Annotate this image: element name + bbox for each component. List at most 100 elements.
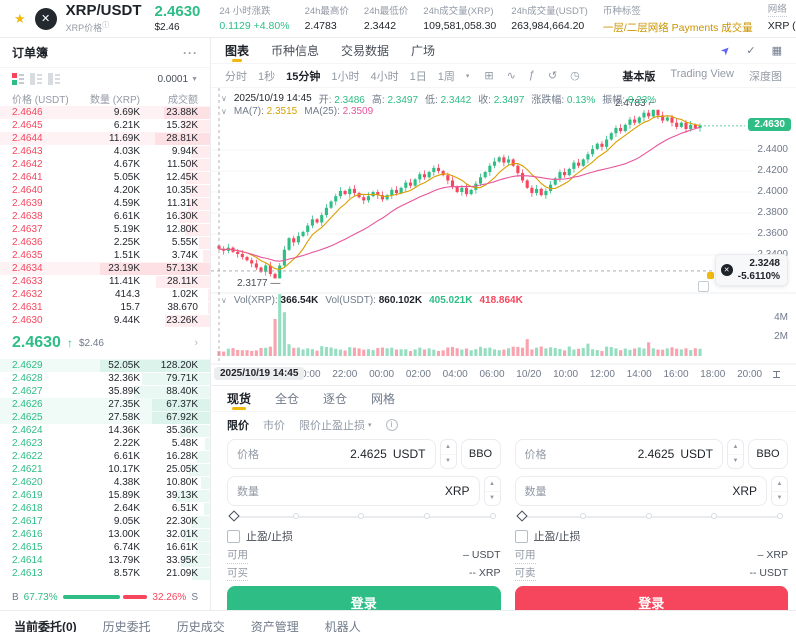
trade-tab-全仓[interactable]: 全仓 — [275, 391, 300, 406]
trade-tab-现货[interactable]: 现货 — [227, 387, 251, 411]
favorite-star-icon[interactable]: ★ — [14, 10, 26, 26]
current-price-row[interactable]: 2.4630 ↑ $2.46 › — [0, 327, 210, 359]
collapse-icon[interactable]: ∨ — [221, 296, 227, 305]
chart-tab-3[interactable]: 广场 — [411, 43, 436, 58]
bid-row[interactable]: 2.4627 35.89K 88.40K — [0, 385, 210, 398]
buy-login-button[interactable]: 登录 — [227, 586, 501, 610]
ask-row[interactable]: 2.4630 9.44K 23.26K — [0, 314, 210, 327]
bid-row[interactable]: 2.4619 15.89K 39.13K — [0, 489, 210, 502]
indicator-icon[interactable]: ƒ — [528, 69, 535, 81]
ask-row[interactable]: 2.4646 9.69K 23.88K — [0, 106, 210, 119]
timeframe-more-icon[interactable]: ▾ — [465, 72, 470, 80]
ask-row[interactable]: 2.4632 414.3 1.02K — [0, 288, 210, 301]
bottom-tab-2[interactable]: 历史成交 — [176, 620, 225, 632]
bid-row[interactable]: 2.4621 10.17K 25.05K — [0, 463, 210, 476]
order-type-0[interactable]: 限价 — [227, 419, 249, 432]
sell-bbo-button[interactable]: BBO — [748, 439, 788, 469]
bottom-tab-3[interactable]: 资产管理 — [250, 620, 299, 632]
view-bids-icon[interactable] — [30, 73, 42, 85]
ask-row[interactable]: 2.4635 1.51K 3.74K — [0, 249, 210, 262]
ask-row[interactable]: 2.4645 6.21K 15.32K — [0, 119, 210, 132]
view-both-icon[interactable] — [12, 73, 24, 85]
sell-price-stepper[interactable]: ▲ ▼ — [727, 439, 744, 469]
buy-price-input[interactable]: 价格 2.4625 USDT — [227, 439, 436, 469]
ask-row[interactable]: 2.4642 4.67K 11.50K — [0, 158, 210, 171]
order-type-1[interactable]: 市价 — [263, 419, 285, 432]
trade-tab-网格[interactable]: 网格 — [371, 391, 396, 406]
bid-row[interactable]: 2.4625 27.58K 67.92K — [0, 411, 210, 424]
check-icon[interactable]: ✓ — [746, 45, 756, 57]
view-asks-icon[interactable] — [48, 73, 60, 85]
bid-row[interactable]: 2.4617 9.05K 22.30K — [0, 515, 210, 528]
bid-row[interactable]: 2.4622 6.61K 16.28K — [0, 450, 210, 463]
timeframe-15分钟[interactable]: 15分钟 — [286, 70, 321, 83]
sell-amount-stepper[interactable]: ▲ ▼ — [771, 476, 788, 506]
bid-row[interactable]: 2.4620 4.38K 10.80K — [0, 476, 210, 489]
bid-row[interactable]: 2.4624 14.36K 35.36K — [0, 424, 210, 437]
ask-row[interactable]: 2.4639 4.59K 11.31K — [0, 197, 210, 210]
bid-row[interactable]: 2.4615 6.74K 16.61K — [0, 541, 210, 554]
sell-slider-handle[interactable] — [515, 510, 528, 522]
sell-price-input[interactable]: 价格 2.4625 USDT — [514, 439, 723, 469]
ask-row[interactable]: 2.4634 23.19K 57.13K — [0, 262, 210, 275]
bid-row[interactable]: 2.4614 13.79K 33.95K — [0, 554, 210, 567]
info-icon[interactable]: i — [385, 418, 398, 431]
collapse-icon[interactable]: ∨ — [221, 107, 227, 116]
order-type-2[interactable]: 限价止盈止损 ▾ — [299, 419, 372, 432]
bid-row[interactable]: 2.4613 8.57K 21.09K — [0, 567, 210, 580]
chart-tab-0[interactable]: 图表 — [225, 39, 249, 63]
trade-tab-逐仓[interactable]: 逐仓 — [323, 391, 348, 406]
collapse-icon[interactable]: ∨ — [221, 94, 227, 103]
chart-settings-icon[interactable]: ⊞ — [484, 70, 494, 82]
last-price-badge[interactable]: 2.4630 — [748, 117, 791, 131]
buy-tpsl-checkbox[interactable] — [227, 529, 240, 543]
bid-row[interactable]: 2.4618 2.64K 6.51K — [0, 502, 210, 515]
buy-bbo-button[interactable]: BBO — [460, 439, 501, 469]
timeframe-4小时[interactable]: 4小时 — [370, 70, 399, 83]
timeframe-1小时[interactable]: 1小时 — [331, 70, 360, 83]
sell-amount-slider[interactable] — [515, 510, 783, 523]
ask-row[interactable]: 2.4631 15.7 38.670 — [0, 301, 210, 314]
ask-row[interactable]: 2.4637 5.19K 12.80K — [0, 223, 210, 236]
chart-view-2[interactable]: 深度图 — [749, 70, 782, 83]
bid-row[interactable]: 2.4616 13.00K 32.01K — [0, 528, 210, 541]
precision-dropdown[interactable]: 0.0001 ▼ — [157, 73, 198, 85]
bottom-tab-4[interactable]: 机器人 — [324, 620, 361, 632]
chart-area[interactable]: ∨ 2025/10/19 14:45 开: 2.3486 高: 2.3497 低: 2.… — [211, 88, 796, 386]
bid-row[interactable]: 2.4626 27.35K 67.37K — [0, 398, 210, 411]
ai-pointer-icon[interactable]: ➤ — [718, 43, 734, 59]
bid-row[interactable]: 2.4629 52.05K 128.20K — [0, 359, 210, 372]
sell-tpsl-checkbox[interactable] — [514, 529, 528, 543]
timeframe-分时[interactable]: 分时 — [225, 70, 247, 83]
buy-amount-input[interactable]: 数量 XRP — [227, 476, 480, 506]
stat-value[interactable]: 一层/二层网络 Payments 成交量 — [602, 21, 753, 34]
chart-tab-1[interactable]: 币种信息 — [271, 43, 320, 58]
ask-row[interactable]: 2.4638 6.61K 16.30K — [0, 210, 210, 223]
bid-row[interactable]: 2.4623 2.22K 5.48K — [0, 437, 210, 450]
buy-price-stepper[interactable]: ▲ ▼ — [439, 439, 457, 469]
restore-icon[interactable]: ↺ — [547, 70, 558, 82]
buy-amount-stepper[interactable]: ▲ ▼ — [483, 476, 501, 506]
timeframe-1秒[interactable]: 1秒 — [258, 70, 276, 83]
ask-row[interactable]: 2.4640 4.20K 10.35K — [0, 184, 210, 197]
ask-row[interactable]: 2.4641 5.05K 12.45K — [0, 171, 210, 184]
chart-tab-2[interactable]: 交易数据 — [341, 43, 390, 58]
overlay-chart-icon[interactable]: ∿ — [506, 70, 516, 82]
ask-row[interactable]: 2.4643 4.03K 9.94K — [0, 145, 210, 158]
chart-view-1[interactable]: Trading View — [670, 67, 734, 80]
bid-row[interactable]: 2.4628 32.36K 79.71K — [0, 372, 210, 385]
orderbook-more-icon[interactable]: ··· — [183, 45, 198, 60]
ask-row[interactable]: 2.4636 2.25K 5.55K — [0, 236, 210, 249]
bottom-tab-1[interactable]: 历史委托 — [102, 620, 151, 632]
order-marker-icon[interactable] — [707, 272, 714, 279]
countdown-icon[interactable]: ◷ — [570, 70, 580, 82]
marker-box-icon[interactable] — [698, 281, 709, 292]
timeframe-1周[interactable]: 1周 — [437, 70, 455, 83]
buy-slider-handle[interactable] — [228, 510, 240, 522]
sell-amount-input[interactable]: 数量 XRP — [514, 476, 767, 506]
bottom-tab-0[interactable]: 当前委托(0) — [14, 620, 77, 632]
sell-login-button[interactable]: 登录 — [514, 586, 788, 610]
chart-view-0[interactable]: 基本版 — [622, 70, 656, 83]
buy-amount-slider[interactable] — [228, 510, 496, 523]
axis-scale-icon[interactable] — [771, 369, 782, 383]
